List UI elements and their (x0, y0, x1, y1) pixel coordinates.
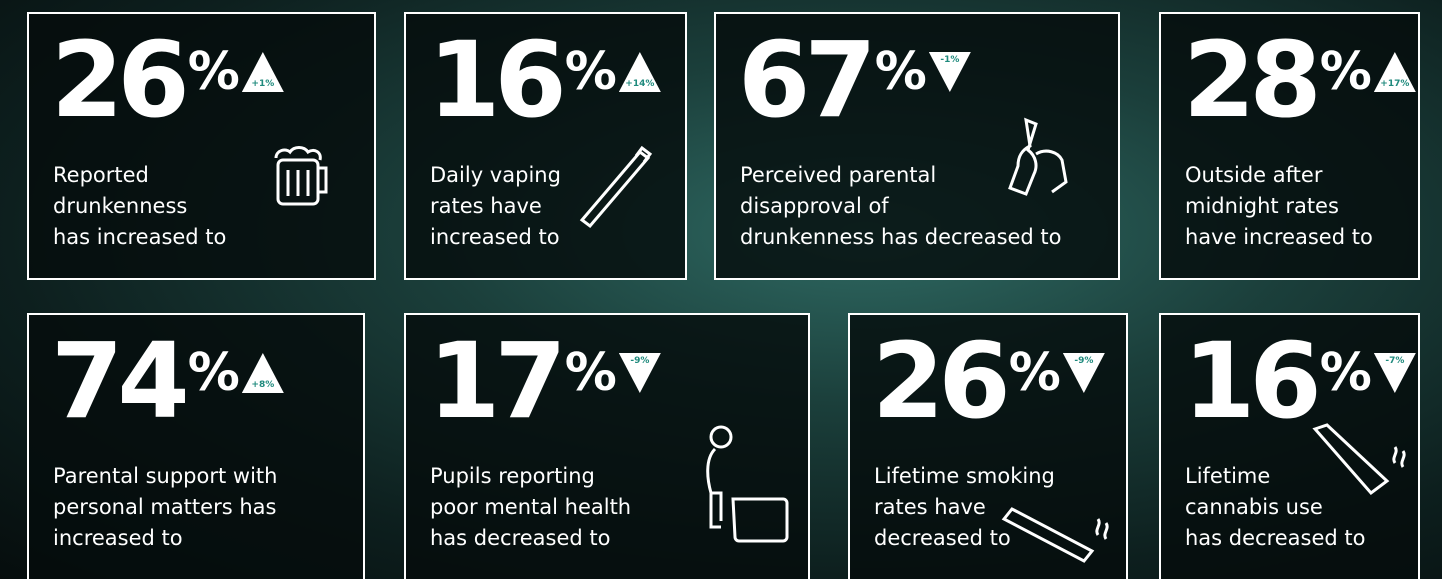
description-line: has decreased to (430, 523, 631, 554)
change-indicator: +8% (242, 353, 284, 393)
description-line: personal matters has (53, 492, 277, 523)
description-line: Parental support with (53, 461, 277, 492)
icon (1311, 423, 1411, 503)
stat-unit: % (875, 46, 927, 98)
stat: 26%-9% (872, 329, 1105, 433)
stat: 67%-1% (738, 28, 971, 132)
description-line: increased to (430, 222, 561, 253)
stat-number: 17 (428, 329, 561, 433)
stat-number: 28 (1183, 28, 1316, 132)
description-line: have increased to (1185, 222, 1373, 253)
description-line: Reported (53, 160, 226, 191)
icon (1006, 114, 1076, 214)
change-label: +17% (1374, 79, 1416, 89)
change-label: +14% (619, 79, 661, 89)
change-label: -9% (1063, 356, 1105, 366)
icon (274, 142, 334, 212)
stat-unit: % (1009, 347, 1061, 399)
change-label: -9% (619, 356, 661, 366)
stat: 26%+1% (51, 28, 284, 132)
change-indicator: +1% (242, 52, 284, 92)
change-indicator: +17% (1374, 52, 1416, 92)
stat-number: 74 (51, 329, 184, 433)
description-line: has increased to (53, 222, 226, 253)
icon (1000, 505, 1110, 565)
change-indicator: -9% (1063, 353, 1105, 393)
stat: 28%+17% (1183, 28, 1416, 132)
stat: 16%-7% (1183, 329, 1416, 433)
description-line: Lifetime smoking (874, 461, 1055, 492)
description-line: Daily vaping (430, 160, 561, 191)
description-line: increased to (53, 523, 277, 554)
infographic: 26%+1%Reporteddrunkennesshas increased t… (0, 0, 1442, 579)
stat-unit: % (188, 46, 240, 98)
stat-number: 26 (51, 28, 184, 132)
stat-unit: % (565, 46, 617, 98)
stat: 74%+8% (51, 329, 284, 433)
change-label: +8% (242, 380, 284, 390)
change-indicator: +14% (619, 52, 661, 92)
icon (691, 425, 791, 545)
description-line: drunkenness (53, 191, 226, 222)
stat-unit: % (565, 347, 617, 399)
stat-unit: % (188, 347, 240, 399)
change-indicator: -1% (929, 52, 971, 92)
stat-number: 16 (428, 28, 561, 132)
stat-number: 67 (738, 28, 871, 132)
change-label: -1% (929, 55, 971, 65)
change-label: +1% (242, 79, 284, 89)
description-line: Pupils reporting (430, 461, 631, 492)
description-line: midnight rates (1185, 191, 1373, 222)
stat: 17%-9% (428, 329, 661, 433)
stat-unit: % (1320, 347, 1372, 399)
description-line: poor mental health (430, 492, 631, 523)
change-indicator: -7% (1374, 353, 1416, 393)
change-indicator: -9% (619, 353, 661, 393)
description-line: drunkenness has decreased to (740, 222, 1062, 253)
stat-unit: % (1320, 46, 1372, 98)
stat-number: 26 (872, 329, 1005, 433)
stat: 16%+14% (428, 28, 661, 132)
description-line: has decreased to (1185, 523, 1366, 554)
icon (576, 142, 656, 232)
change-label: -7% (1374, 356, 1416, 366)
stat-number: 16 (1183, 329, 1316, 433)
description-line: rates have (430, 191, 561, 222)
description-line: Outside after (1185, 160, 1373, 191)
